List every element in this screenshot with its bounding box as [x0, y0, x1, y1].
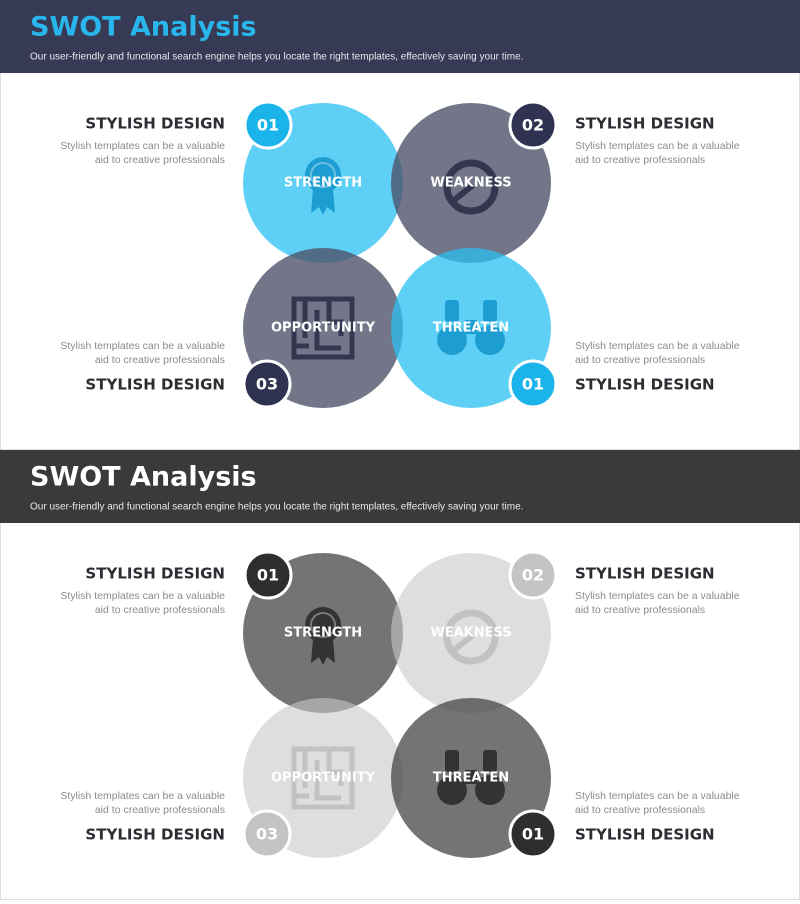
- badge-number: 01: [257, 566, 279, 585]
- number-badge: [243, 550, 293, 600]
- item-heading: STYLISH DESIGN: [85, 826, 225, 844]
- icon: [465, 320, 477, 334]
- icon: [445, 300, 459, 322]
- icon: [475, 775, 505, 805]
- icon: [305, 607, 341, 643]
- item-heading: STYLISH DESIGN: [85, 115, 225, 133]
- header-bar: [0, 450, 800, 523]
- number-badge: [508, 809, 558, 859]
- item-description: aid to creative professionals: [95, 154, 225, 166]
- panel-background: [0, 449, 800, 901]
- badge-number: 03: [256, 375, 278, 394]
- badge-number: 03: [256, 825, 278, 844]
- icon: [451, 632, 475, 654]
- swot-label: THREATEN: [433, 771, 509, 786]
- item-heading: STYLISH DESIGN: [575, 376, 715, 394]
- badge-number: 01: [257, 116, 279, 135]
- item-description: Stylish templates can be a valuable: [575, 790, 740, 802]
- icon: [291, 296, 355, 360]
- icon: [305, 157, 341, 193]
- item-description: aid to creative professionals: [575, 154, 705, 166]
- icon: [437, 325, 467, 355]
- swot-label: WEAKNESS: [430, 176, 511, 191]
- icon: [451, 182, 475, 204]
- item-heading: STYLISH DESIGN: [575, 826, 715, 844]
- panel-background: [0, 0, 800, 451]
- item-description: Stylish templates can be a valuable: [60, 340, 225, 352]
- swot-label: STRENGTH: [284, 176, 362, 191]
- badge-number: 01: [522, 375, 544, 394]
- number-badge: [243, 100, 293, 150]
- icon: [445, 750, 459, 772]
- icon: [311, 189, 335, 215]
- item-description: aid to creative professionals: [95, 804, 225, 816]
- swot-label: STRENGTH: [284, 626, 362, 641]
- item-description: Stylish templates can be a valuable: [60, 590, 225, 602]
- number-badge: [508, 550, 558, 600]
- subtitle: Our user-friendly and functional search …: [30, 52, 523, 63]
- number-badge: [242, 359, 292, 409]
- item-heading: STYLISH DESIGN: [85, 565, 225, 583]
- number-badge: [508, 359, 558, 409]
- item-description: aid to creative professionals: [95, 604, 225, 616]
- icon: [294, 749, 344, 801]
- icon: [483, 300, 497, 322]
- item-description: Stylish templates can be a valuable: [60, 790, 225, 802]
- swot-label: OPPORTUNITY: [271, 321, 376, 336]
- icon: [310, 162, 336, 188]
- swot-label: OPPORTUNITY: [271, 771, 376, 786]
- badge-number: 02: [522, 566, 544, 585]
- item-description: aid to creative professionals: [95, 354, 225, 366]
- icon: [465, 770, 477, 784]
- header-bar: [0, 0, 800, 73]
- swot-label: THREATEN: [433, 321, 509, 336]
- subtitle: Our user-friendly and functional search …: [30, 502, 523, 513]
- icon: [311, 639, 335, 665]
- item-heading: STYLISH DESIGN: [85, 376, 225, 394]
- icon: [443, 159, 499, 215]
- item-description: Stylish templates can be a valuable: [575, 590, 740, 602]
- number-badge: [508, 100, 558, 150]
- badge-number: 01: [522, 825, 544, 844]
- item-description: aid to creative professionals: [575, 604, 705, 616]
- item-description: aid to creative professionals: [575, 804, 705, 816]
- icon: [483, 750, 497, 772]
- icon: [443, 609, 499, 665]
- swot-label: WEAKNESS: [430, 626, 511, 641]
- icon: [291, 746, 355, 810]
- item-description: Stylish templates can be a valuable: [575, 340, 740, 352]
- item-heading: STYLISH DESIGN: [575, 565, 715, 583]
- item-description: Stylish templates can be a valuable: [60, 140, 225, 152]
- number-badge: [242, 809, 292, 859]
- item-heading: STYLISH DESIGN: [575, 115, 715, 133]
- icon: [310, 612, 336, 638]
- icon: [437, 775, 467, 805]
- badge-number: 02: [522, 116, 544, 135]
- icon: [475, 325, 505, 355]
- icon: [294, 299, 344, 351]
- title: SWOT Analysis: [30, 462, 257, 493]
- swot-panel: SWOT Analysis Our user-friendly and funct…: [0, 0, 800, 451]
- item-description: aid to creative professionals: [575, 354, 705, 366]
- item-description: Stylish templates can be a valuable: [575, 140, 740, 152]
- swot-panel: SWOT Analysis Our user-friendly and funct…: [0, 449, 800, 901]
- title: SWOT Analysis: [30, 12, 257, 43]
